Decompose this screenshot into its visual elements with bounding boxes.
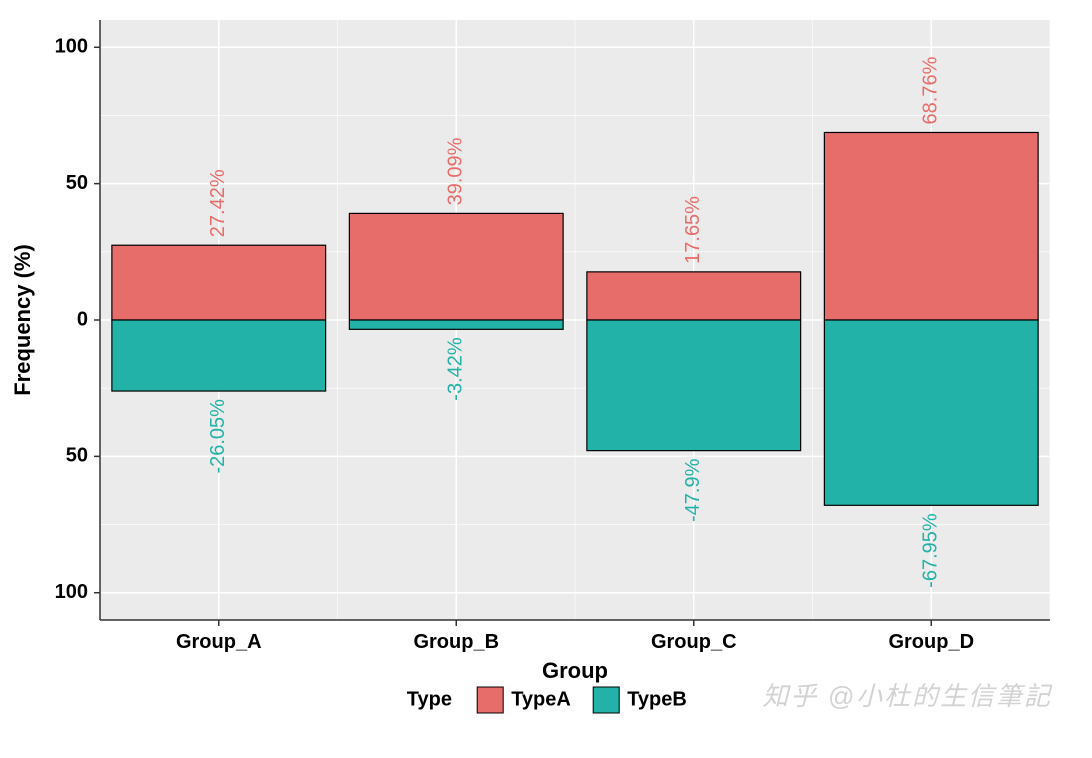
chart-container: 27.42% 39.09% 17.65% 68.76% -26.05% -3.42% -47… (0, 0, 1092, 758)
x-tick-label: Group_B (413, 631, 499, 653)
y-axis-title: Frequency (%) (10, 244, 35, 396)
value-label: 68.76% (920, 56, 942, 124)
x-tick-label: Group_A (176, 631, 262, 653)
value-label: -3.42% (445, 337, 467, 401)
legend-item-label: TypeB (627, 688, 687, 710)
value-label: -26.05% (207, 399, 229, 474)
legend-swatch (593, 687, 619, 713)
bar-TypeA-Group_D (824, 132, 1038, 320)
value-label: 39.09% (445, 137, 467, 205)
y-tick-label: 0 (77, 308, 88, 330)
y-tick-label: 50 (66, 445, 88, 467)
bar-TypeA-Group_A (112, 245, 326, 320)
x-tick-label: Group_D (888, 631, 974, 653)
bar-TypeB-Group_D (824, 320, 1038, 505)
x-tick-label: Group_C (651, 631, 737, 653)
value-label: -67.95% (920, 513, 942, 588)
bar-TypeB-Group_B (349, 320, 563, 329)
x-axis-title: Group (542, 658, 608, 683)
bar-TypeA-Group_C (587, 272, 801, 320)
value-label: 27.42% (207, 169, 229, 237)
legend-item-label: TypeA (511, 688, 571, 710)
legend-title: Type (407, 688, 452, 710)
value-label: 17.65% (682, 196, 704, 264)
legend-swatch (477, 687, 503, 713)
value-label: -47.9% (682, 458, 704, 522)
y-tick-label: 100 (55, 581, 88, 603)
bar-TypeB-Group_C (587, 320, 801, 451)
y-tick-label: 50 (66, 172, 88, 194)
bar-TypeA-Group_B (349, 213, 563, 320)
legend: Type TypeA TypeB (407, 687, 687, 713)
bar-TypeB-Group_A (112, 320, 326, 391)
chart-svg: 27.42% 39.09% 17.65% 68.76% -26.05% -3.42% -47… (0, 0, 1092, 758)
y-tick-label: 100 (55, 36, 88, 58)
